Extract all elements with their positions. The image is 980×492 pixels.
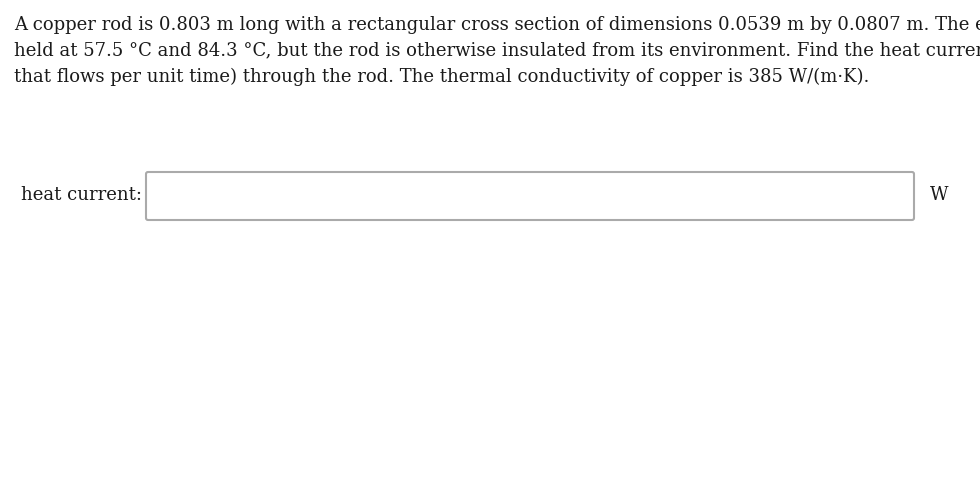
Text: held at 57.5 °C and 84.3 °C, but the rod is otherwise insulated from its environ: held at 57.5 °C and 84.3 °C, but the rod… — [14, 42, 980, 60]
Text: heat current:: heat current: — [21, 186, 142, 204]
Text: A copper rod is 0.803 m long with a rectangular cross section of dimensions 0.05: A copper rod is 0.803 m long with a rect… — [14, 16, 980, 34]
Text: W: W — [930, 186, 949, 204]
FancyBboxPatch shape — [146, 172, 914, 220]
Text: that flows per unit time) through the rod. The thermal conductivity of copper is: that flows per unit time) through the ro… — [14, 68, 869, 86]
